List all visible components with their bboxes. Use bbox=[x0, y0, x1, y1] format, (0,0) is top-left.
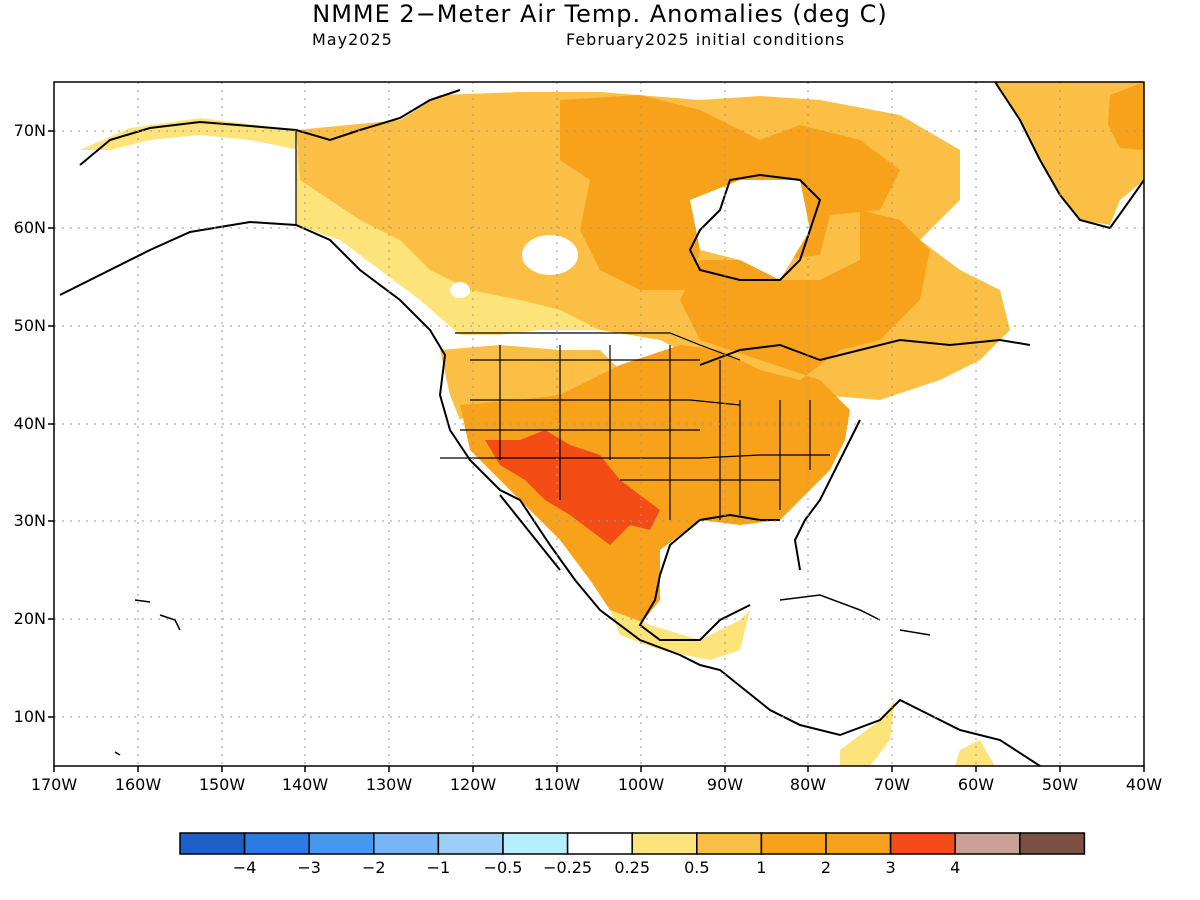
legend-swatch bbox=[179, 832, 246, 855]
islands bbox=[114, 594, 931, 756]
state-boundaries bbox=[295, 130, 830, 520]
map-fill bbox=[54, 82, 1144, 766]
lon-label-150w: 150W bbox=[198, 775, 246, 794]
lon-label-140w: 140W bbox=[281, 775, 329, 794]
legend-label: 0.5 bbox=[684, 858, 710, 877]
legend-label: 1 bbox=[756, 858, 767, 877]
lon-label-50w: 50W bbox=[1041, 775, 1079, 794]
lon-label-70w: 70W bbox=[873, 775, 911, 794]
lat-label-10n: 10N bbox=[13, 707, 46, 726]
lat-label-60n: 60N bbox=[13, 218, 46, 237]
legend-label: 2 bbox=[820, 858, 832, 877]
lon-label-40w: 40W bbox=[1125, 775, 1163, 794]
legend-label: −2 bbox=[362, 858, 386, 877]
lon-label-110w: 110W bbox=[533, 775, 581, 794]
anomaly-region-greenland bbox=[995, 82, 1144, 225]
lon-label-120w: 120W bbox=[449, 775, 497, 794]
lon-label-90w: 90W bbox=[706, 775, 744, 794]
lon-label-170w: 170W bbox=[30, 775, 78, 794]
anomaly-region-mexico bbox=[610, 610, 750, 660]
legend-swatch bbox=[437, 832, 504, 855]
legend-swatch bbox=[631, 832, 698, 855]
anomaly-region-hot bbox=[485, 430, 660, 545]
lat-label-50n: 50N bbox=[13, 316, 46, 335]
lon-label-80w: 80W bbox=[789, 775, 827, 794]
coastlines bbox=[59, 82, 1144, 766]
legend-label: −4 bbox=[232, 858, 257, 877]
lon-label-60w: 60W bbox=[957, 775, 995, 794]
lat-label-70n: 70N bbox=[13, 121, 46, 140]
legend-label: 0.25 bbox=[614, 858, 650, 877]
initial-conditions: February2025 initial conditions bbox=[566, 30, 846, 49]
legend-label: 4 bbox=[950, 858, 961, 877]
anomaly-region-greenland-strong bbox=[1108, 82, 1144, 150]
legend-swatch bbox=[308, 832, 375, 855]
anomaly-region-strong bbox=[460, 210, 930, 625]
legend-swatch bbox=[825, 832, 892, 855]
legend-swatch bbox=[954, 832, 1021, 855]
legend-swatch bbox=[502, 832, 569, 855]
map-title: NMME 2−Meter Air Temp. Anomalies (deg C) bbox=[312, 0, 888, 28]
legend-swatch bbox=[696, 832, 763, 855]
anomaly-region-venezuela bbox=[840, 700, 895, 766]
legend-label: −3 bbox=[297, 858, 321, 877]
legend-label: −0.25 bbox=[543, 858, 593, 877]
lat-label-40n: 40N bbox=[13, 414, 46, 433]
lon-label-160w: 160W bbox=[114, 775, 162, 794]
legend-swatch bbox=[760, 832, 827, 855]
legend-swatch bbox=[566, 832, 633, 855]
legend-swatch bbox=[373, 832, 440, 855]
forecast-month: May2025 bbox=[312, 30, 393, 49]
lon-label-100w: 100W bbox=[617, 775, 665, 794]
lat-label-20n: 20N bbox=[13, 609, 46, 628]
anomaly-region-venezuela-2 bbox=[955, 740, 995, 766]
lon-label-130w: 130W bbox=[365, 775, 413, 794]
legend-swatch bbox=[1019, 832, 1086, 855]
legend-label: −0.5 bbox=[483, 858, 523, 877]
lat-label-30n: 30N bbox=[13, 511, 46, 530]
graticule bbox=[54, 82, 1144, 766]
axis-ticks bbox=[48, 130, 1145, 772]
legend-label: −1 bbox=[426, 858, 451, 877]
legend-swatch bbox=[889, 832, 956, 855]
legend-label: 3 bbox=[885, 858, 896, 877]
legend-swatch bbox=[243, 832, 310, 855]
